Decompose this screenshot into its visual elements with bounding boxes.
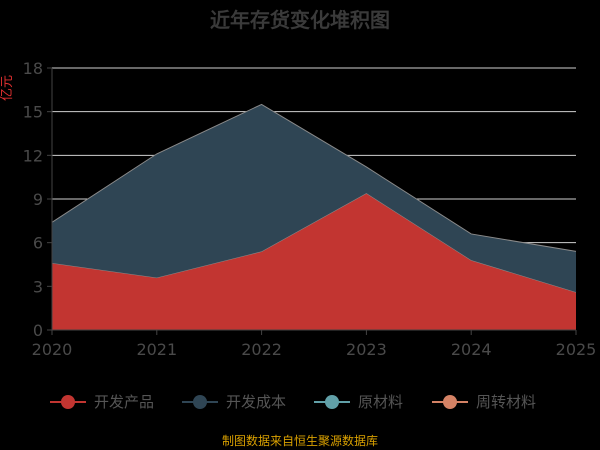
y-tick-label: 6: [33, 234, 43, 253]
y-tick-label: 12: [23, 146, 43, 165]
area-series-1[interactable]: [52, 193, 576, 330]
x-tick-label: 2025: [556, 340, 597, 359]
legend-label: 开发成本: [226, 393, 286, 411]
x-tick-label: 2024: [451, 340, 492, 359]
y-tick-label: 15: [23, 103, 43, 122]
source-note: 制图数据来自恒生聚源数据库: [222, 433, 378, 448]
area-series-2-line: [51, 103, 577, 252]
legend-swatch-marker: [325, 395, 339, 409]
legend-swatch-marker: [61, 395, 75, 409]
x-axis-ticks: 2020 2021 2022 2023 2024 2025: [32, 330, 597, 359]
legend-label: 开发产品: [94, 393, 154, 411]
legend-label: 周转材料: [476, 393, 536, 411]
y-tick-label: 18: [23, 59, 43, 78]
y-tick-label: 0: [33, 321, 43, 340]
y-tick-label: 3: [33, 277, 43, 296]
y-tick-label: 9: [33, 190, 43, 209]
area-series-group: [51, 103, 577, 330]
legend-item-2[interactable]: 开发成本: [182, 393, 286, 411]
legend: 开发产品 开发成本 原材料 周转材料: [50, 393, 536, 411]
legend-swatch-marker: [193, 395, 207, 409]
legend-item-1[interactable]: 开发产品: [50, 393, 154, 411]
chart-title: 近年存货变化堆积图: [210, 8, 390, 32]
legend-swatch-marker: [443, 395, 457, 409]
y-axis-unit-label: 亿元: [0, 75, 15, 101]
y-axis-ticks: 0 3 6 9 12 15 18: [23, 59, 52, 340]
x-tick-label: 2021: [136, 340, 177, 359]
x-tick-label: 2020: [32, 340, 73, 359]
legend-item-4[interactable]: 周转材料: [432, 393, 536, 411]
legend-item-3[interactable]: 原材料: [314, 393, 403, 411]
area-series-2[interactable]: [52, 104, 576, 293]
legend-label: 原材料: [358, 393, 403, 411]
x-tick-label: 2023: [346, 340, 387, 359]
x-tick-label: 2022: [241, 340, 282, 359]
